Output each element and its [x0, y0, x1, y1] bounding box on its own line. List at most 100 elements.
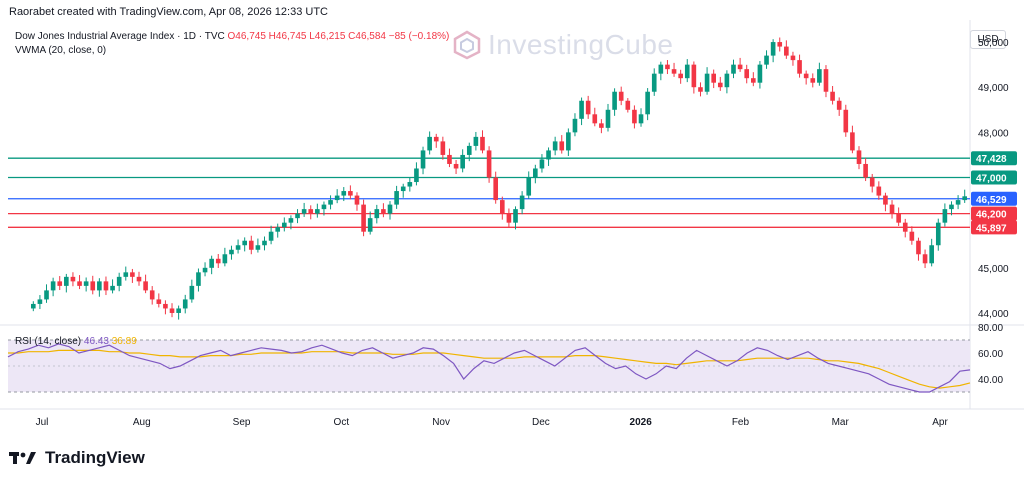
candle-body: [843, 109, 849, 133]
candle-body: [929, 245, 934, 264]
candle-body: [235, 245, 241, 250]
candle-body: [784, 46, 789, 56]
candle-body: [30, 303, 36, 309]
candle-body: [810, 78, 816, 83]
candle-body: [387, 204, 393, 214]
price-axis-tick: 48,000: [978, 128, 1009, 139]
vwma-legend[interactable]: VWMA (20, close, 0): [15, 45, 107, 56]
candle-body: [579, 100, 584, 119]
tradingview-logo-icon: [9, 452, 36, 464]
candle-body: [341, 191, 347, 196]
candle-body: [229, 249, 234, 255]
candle-body: [169, 308, 175, 313]
candle-body: [632, 109, 637, 124]
candle-body: [64, 276, 69, 286]
price-axis-tick: 45,000: [978, 264, 1009, 275]
rsi-axis-tick: 60.00: [978, 349, 1003, 360]
candle-body: [182, 299, 188, 309]
candle-body: [770, 42, 776, 56]
candle-body: [751, 78, 756, 83]
symbol-legend[interactable]: Dow Jones Industrial Average Index · 1D …: [15, 31, 449, 42]
candle-body: [902, 222, 908, 232]
candle-body: [149, 290, 155, 300]
candle-body: [513, 209, 518, 223]
candle-body: [427, 136, 432, 151]
candle-body: [922, 254, 928, 264]
rsi-legend[interactable]: RSI (14, close) 46.43 36.89: [15, 336, 137, 347]
candle-body: [836, 100, 842, 110]
candle-body: [189, 285, 195, 300]
candle-body: [57, 281, 63, 286]
price-chart[interactable]: 50,000 49,000 48,000 45,000 44,000 47,428 47,0…: [0, 0, 1024, 440]
candle-body: [731, 64, 736, 74]
candle-body: [50, 281, 56, 291]
candle-body: [433, 136, 439, 142]
candle-body: [354, 195, 360, 205]
candle-body: [665, 64, 670, 70]
price-axis-tick: 49,000: [978, 83, 1009, 94]
candle-body: [704, 73, 710, 92]
tradingview-brand: TradingView: [45, 448, 145, 467]
level-label: 45,897: [976, 223, 1007, 234]
candle-body: [77, 281, 82, 286]
candle-body: [374, 209, 380, 219]
candle-body: [97, 281, 102, 291]
candle-body: [248, 240, 254, 250]
candle-body: [605, 109, 611, 128]
candle-body: [321, 204, 327, 210]
time-axis-label: Oct: [334, 417, 350, 428]
candle-body: [909, 231, 915, 241]
rsi-line: [7, 343, 971, 393]
candle-body: [737, 64, 743, 70]
time-axis-label: Dec: [532, 417, 550, 428]
candle-body: [367, 218, 373, 232]
tradingview-footer[interactable]: TradingView: [9, 448, 145, 468]
candle-body: [539, 159, 545, 169]
investingcube-watermark: InvestingCube: [452, 29, 674, 61]
rsi-value: 46.43: [83, 336, 109, 347]
ohlc-values: O46,745 H46,745 L46,215 C46,584 −85 (−0.…: [227, 31, 450, 42]
candle-body: [797, 60, 802, 74]
candle-body: [447, 154, 452, 164]
candle-body: [83, 281, 89, 286]
rsi-label: RSI (14, close): [15, 336, 82, 347]
level-label: 46,200: [976, 210, 1007, 221]
rsi-axis-tick: 40.00: [978, 375, 1003, 386]
candle-body: [110, 285, 115, 291]
candle-body: [585, 100, 591, 115]
candle-body: [678, 73, 683, 79]
candle-body: [711, 73, 716, 83]
candle-body: [506, 213, 512, 223]
candle-body: [850, 132, 855, 151]
candle-body: [315, 209, 320, 214]
candle-body: [638, 114, 644, 124]
candle-body: [876, 186, 882, 196]
watermark-text: InvestingCube: [488, 29, 674, 60]
time-axis-label: Apr: [932, 417, 948, 428]
candle-body: [559, 141, 565, 151]
candle-body: [328, 200, 333, 205]
candle-body: [381, 209, 386, 214]
level-label: 47,000: [976, 174, 1007, 185]
level-label-bg: [971, 170, 1017, 185]
candle-body: [361, 204, 366, 232]
candle-body: [942, 209, 948, 223]
candle-body: [453, 163, 459, 169]
candle-body: [414, 168, 419, 183]
currency-button[interactable]: USD: [970, 30, 1006, 49]
candle-body: [625, 100, 631, 110]
candle-body: [301, 209, 307, 214]
candle-body: [70, 276, 76, 282]
candle-body: [288, 218, 294, 223]
level-label: 46,529: [976, 195, 1007, 206]
time-axis-label: Sep: [233, 417, 251, 428]
rsi-axis-tick: 80.00: [978, 323, 1003, 334]
candle-body: [163, 303, 168, 309]
candle-body: [143, 281, 148, 291]
candle-body: [684, 64, 690, 79]
candle-body: [618, 91, 624, 101]
rsi-ma-line: [8, 349, 971, 389]
candle-body: [592, 114, 598, 124]
candle-body: [209, 258, 214, 268]
candle-body: [724, 73, 730, 88]
